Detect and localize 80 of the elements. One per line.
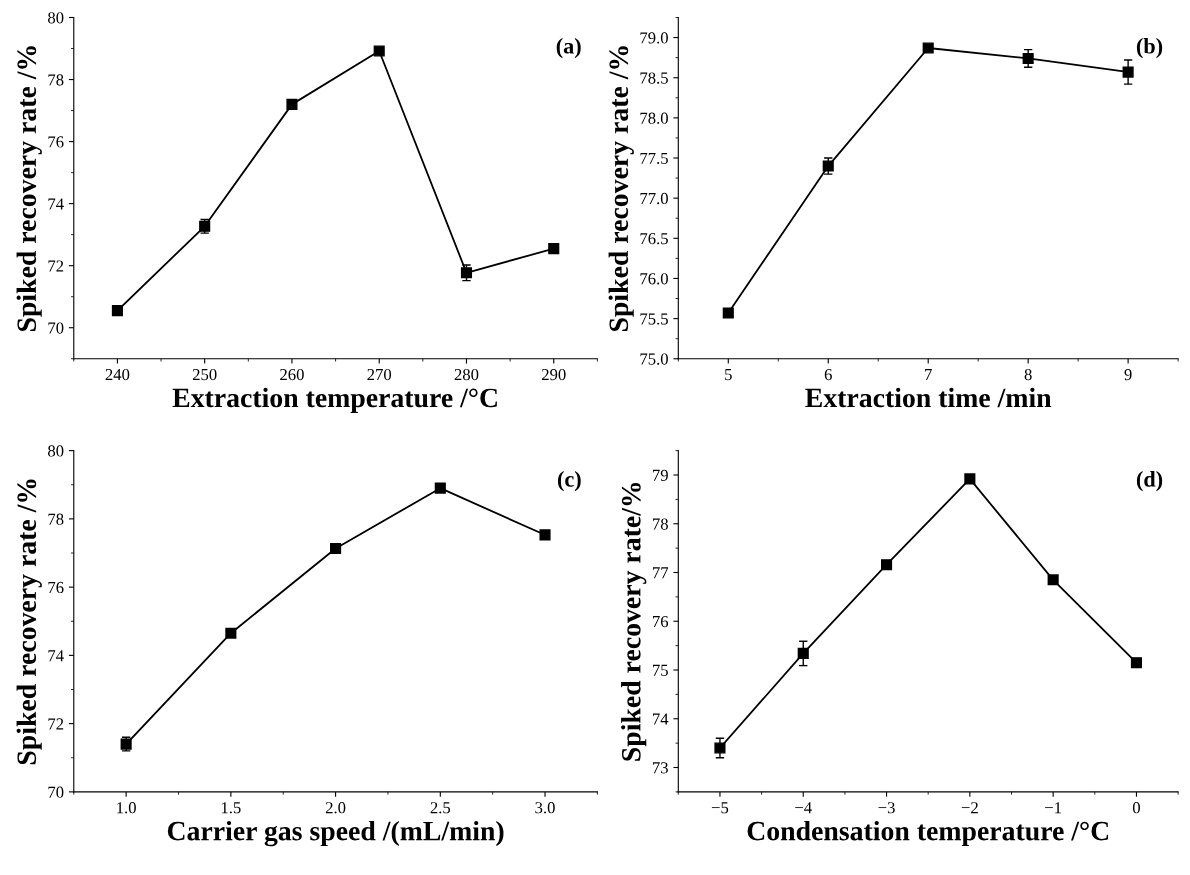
point [964, 473, 976, 485]
y-tick-label: 77.5 [640, 152, 668, 165]
y-tick-label: 77 [653, 567, 669, 579]
x-tick-label: 0 [1132, 802, 1140, 814]
x-tick-label: −5 [711, 802, 729, 814]
y-tick-label: 76.0 [640, 273, 668, 285]
y-tick-label: 77.0 [640, 192, 668, 205]
x-tick-label: −2 [961, 802, 978, 814]
y-tick-label: 76 [653, 616, 669, 628]
x-tick-label: 5 [725, 369, 732, 381]
x-tick-label: 250 [192, 368, 217, 381]
x-axis-title: Carrier gas speed /(mL/min) [167, 820, 504, 847]
y-tick-label: 75 [653, 664, 668, 676]
y-tick-label: 75.5 [640, 313, 668, 325]
point [922, 42, 934, 54]
y-tick-label: 75.0 [640, 353, 668, 365]
point [797, 647, 809, 659]
y-tick-label: 70 [48, 786, 64, 798]
y-axis-title: Spiked recovery rate /% [16, 46, 42, 332]
x-axis-title: Condensation temperature /°C [747, 820, 1109, 847]
y-axis-title: Spiked recovery rate /% [16, 479, 42, 765]
annotation: (b) [1136, 37, 1163, 59]
x-tick-label: 3.0 [535, 802, 555, 814]
y-tick-label: 78 [48, 513, 64, 525]
y-tick-label: 74 [48, 198, 64, 210]
point [286, 98, 298, 110]
y-tick-label: 72 [48, 718, 64, 730]
y-tick-label: 76.5 [640, 233, 668, 245]
y-tick-label: 78 [48, 74, 64, 86]
x-tick-label: 280 [454, 368, 479, 381]
point [225, 627, 237, 639]
point [373, 45, 385, 57]
y-tick-label: 78 [653, 518, 668, 530]
x-tick-label: 270 [367, 368, 392, 381]
y-axis-title: Spiked recovery rate /% [608, 46, 634, 332]
x-tick-label: 9 [1124, 369, 1132, 381]
point [1122, 66, 1134, 78]
y-tick-label: 72 [48, 260, 64, 272]
x-tick-label: 1.0 [117, 802, 136, 814]
x-tick-label: 290 [541, 368, 566, 381]
y-tick-label: 76 [48, 136, 64, 148]
point [722, 307, 734, 319]
x-tick-label: −3 [878, 802, 895, 814]
x-tick-label: −4 [795, 802, 812, 814]
y-tick-label: 74 [48, 650, 64, 662]
x-tick-label: −1 [1045, 802, 1062, 814]
point [434, 482, 446, 494]
y-tick-label: 80 [48, 445, 64, 457]
y-tick-label: 74 [653, 713, 669, 725]
x-tick-label: 2.5 [430, 802, 451, 814]
y-axis-title: Spiked recovery rate/% [621, 482, 647, 761]
y-tick-label: 79.0 [640, 32, 668, 44]
point [330, 543, 342, 555]
x-tick-label: 8 [1024, 368, 1032, 381]
point [111, 305, 123, 317]
point [1047, 574, 1059, 586]
x-tick-label: 240 [105, 368, 130, 381]
y-tick-label: 70 [48, 322, 64, 334]
point [1022, 52, 1034, 65]
point [1130, 657, 1143, 669]
annotation: (c) [557, 471, 581, 492]
point [714, 742, 726, 754]
x-tick-label: 2.0 [325, 802, 346, 814]
point [548, 243, 560, 255]
x-axis-title: Extraction temperature /°C [172, 387, 497, 413]
y-tick-label: 78.0 [640, 112, 668, 124]
y-tick-label: 73 [653, 762, 668, 774]
x-tick-label: 260 [280, 368, 304, 381]
annotation: (a) [556, 37, 581, 59]
x-tick-label: 6 [824, 369, 832, 381]
point [539, 529, 551, 541]
y-tick-label: 80 [48, 12, 64, 24]
y-tick-label: 78.5 [640, 72, 668, 84]
y-tick-label: 79 [653, 469, 668, 481]
y-tick-label: 76 [48, 581, 64, 594]
point [880, 559, 893, 571]
x-tick-label: 7 [925, 369, 932, 381]
x-axis-title: Extraction time /min [805, 387, 1052, 408]
x-tick-label: 1.5 [221, 802, 241, 814]
annotation: (d) [1136, 471, 1163, 492]
